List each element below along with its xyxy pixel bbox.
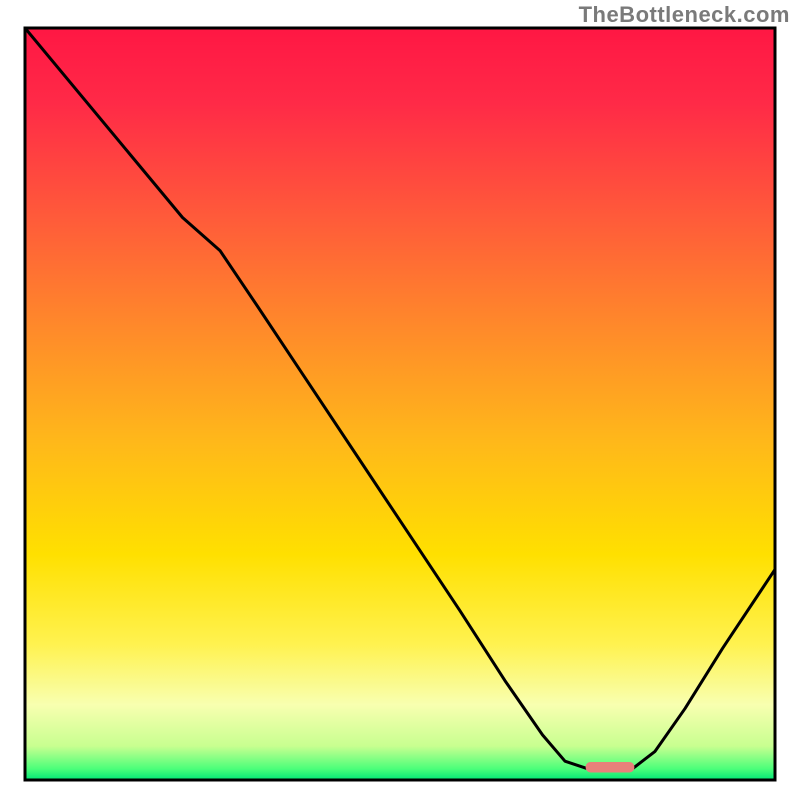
bottleneck-chart <box>0 0 800 800</box>
watermark-text: TheBottleneck.com <box>579 2 790 28</box>
sweet-spot-marker <box>586 762 635 773</box>
chart-container: { "watermark": "TheBottleneck.com", "cha… <box>0 0 800 800</box>
chart-background <box>25 28 775 780</box>
